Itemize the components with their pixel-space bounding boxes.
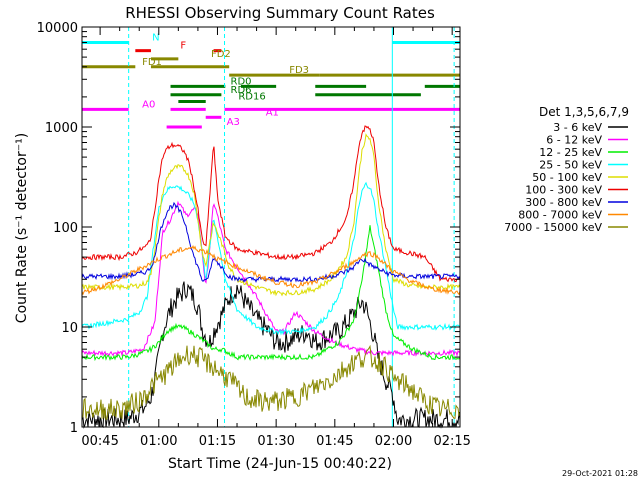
- legend-label: 6 - 12 keV: [546, 134, 602, 147]
- x-tick-label: 01:30: [257, 434, 294, 449]
- flag-label: A3: [227, 117, 240, 128]
- flag-label: A0: [142, 99, 155, 110]
- legend-label: 300 - 800 keV: [525, 196, 602, 209]
- flag-label: N: [152, 32, 159, 43]
- y-tick-label: 1: [70, 421, 78, 436]
- y-tick-label: 100: [53, 221, 78, 236]
- series-line-7: [81, 245, 461, 296]
- flag-label: FD1: [142, 57, 162, 68]
- axes: 00:45 01:00 01:15 01:30 01:45 02:00 02:15 1 10 10…: [37, 21, 471, 449]
- y-tick-label: 10: [61, 321, 78, 336]
- legend-label: 800 - 7000 keV: [518, 209, 602, 222]
- series-line-5: [81, 125, 461, 283]
- x-tick-label: 02:15: [433, 434, 470, 449]
- flag-label: A1: [266, 107, 279, 118]
- x-tick-label: 01:15: [199, 434, 236, 449]
- x-tick-label: 01:00: [140, 434, 177, 449]
- timestamp: 29-Oct-2021 01:28: [562, 469, 638, 478]
- x-axis-label: Start Time (24-Jun-15 00:40:22): [168, 456, 392, 472]
- x-tick-label: 02:00: [375, 434, 412, 449]
- chart-title: RHESSI Observing Summary Count Rates: [125, 4, 435, 22]
- x-tick-label: 00:45: [81, 434, 118, 449]
- flag-label: FD2: [211, 49, 231, 60]
- legend-label: 25 - 50 keV: [539, 159, 602, 172]
- flag-label: F: [180, 41, 186, 52]
- legend-label: 3 - 6 keV: [553, 121, 602, 134]
- series-line-2: [81, 225, 461, 362]
- series-line-8: [81, 344, 461, 421]
- series-line-1: [81, 200, 461, 358]
- legend-title: Det 1,3,5,6,7,9: [539, 105, 629, 119]
- y-tick-label: 10000: [37, 21, 78, 36]
- series-line-3: [81, 181, 461, 336]
- y-axis-label: Count Rate (s⁻¹ detector⁻¹): [14, 133, 30, 323]
- legend-label: 100 - 300 keV: [525, 184, 602, 197]
- flag-label: FD3: [289, 65, 309, 76]
- legend-label: 50 - 100 keV: [532, 171, 602, 184]
- x-tick-label: 01:45: [316, 434, 353, 449]
- series-lines: [81, 125, 461, 429]
- y-tick-label: 1000: [45, 121, 78, 136]
- flag-label: RD6: [231, 85, 252, 96]
- legend-label: 7000 - 15000 keV: [504, 221, 602, 234]
- series-line-0: [81, 281, 461, 429]
- flag-label: RD0: [231, 76, 252, 87]
- series-line-4: [81, 133, 461, 297]
- legend-label: 12 - 25 keV: [539, 146, 602, 159]
- flag-label: RD16: [238, 91, 265, 102]
